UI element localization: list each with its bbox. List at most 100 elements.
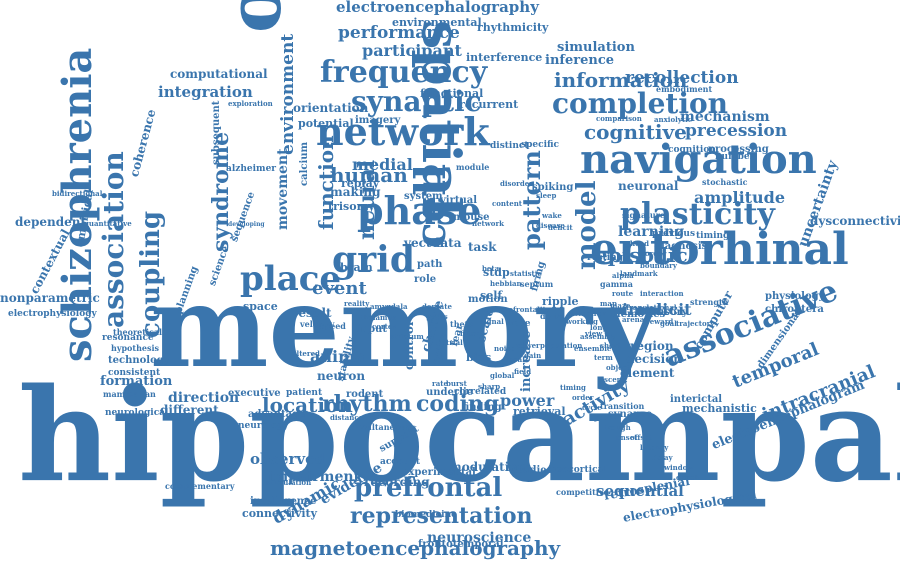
word: cortex	[372, 322, 397, 331]
word: bidirectional	[52, 189, 103, 198]
word: brain	[340, 261, 373, 274]
word: processing	[708, 144, 769, 155]
word: phase	[357, 188, 482, 233]
word: region	[630, 339, 674, 353]
word: neocortical	[550, 465, 607, 475]
word: onset	[616, 433, 638, 442]
word: movement	[275, 148, 291, 230]
word: landmark	[620, 269, 658, 278]
word: task	[468, 240, 497, 254]
word: prefrontal	[354, 473, 503, 503]
word: technology	[108, 355, 170, 366]
word: result	[292, 306, 332, 320]
word: boundary	[640, 261, 677, 270]
word: human	[330, 163, 408, 187]
word: grid	[332, 239, 415, 281]
word: electroencephalography	[336, 0, 539, 16]
word: interictal	[670, 394, 723, 405]
word: quantitative	[84, 219, 132, 228]
word: plasticity	[620, 197, 775, 232]
word: reality	[344, 299, 370, 308]
word: mechanism	[680, 109, 770, 125]
word: path	[417, 259, 443, 270]
word: connectivity	[242, 507, 318, 520]
word: developing	[228, 221, 265, 228]
word: functional	[420, 87, 484, 100]
word: sensory	[645, 307, 688, 318]
word: stimulation	[266, 478, 312, 487]
word: mammalian	[103, 389, 156, 399]
word: strength	[690, 297, 729, 307]
word: recollection	[625, 68, 739, 88]
word: filter	[460, 329, 480, 338]
word: orientation	[293, 101, 369, 115]
word: function	[314, 135, 338, 230]
word: route	[612, 289, 634, 298]
word: neuroscience	[427, 530, 532, 546]
word: beta	[482, 264, 500, 273]
word: control	[402, 321, 416, 370]
word: number	[715, 152, 755, 162]
word: theoretical	[113, 327, 163, 337]
word: ensemble	[574, 344, 612, 353]
word: translational	[626, 303, 677, 312]
word: virtual	[440, 195, 478, 206]
word: trisomy	[328, 200, 375, 213]
word: computational	[170, 67, 268, 81]
word: offset	[630, 433, 653, 442]
word: dentate	[422, 302, 452, 311]
word: long	[590, 323, 608, 332]
word: burst	[446, 379, 467, 388]
word: mouse	[453, 212, 490, 223]
word: rodent	[346, 389, 384, 400]
word: data	[432, 236, 462, 250]
word: recording	[364, 475, 430, 489]
word: information	[554, 68, 688, 92]
word: diagnosis	[654, 241, 708, 252]
word: noise	[494, 344, 515, 353]
word: potential	[298, 117, 354, 130]
word: electrophysiology	[8, 309, 97, 319]
word: learning	[618, 224, 685, 240]
word: resting	[587, 253, 623, 263]
word: complementary	[165, 481, 235, 491]
word: speed	[320, 321, 346, 331]
word: goal	[660, 319, 677, 328]
word: intelligence	[250, 496, 317, 507]
word: population	[540, 341, 583, 350]
word: cycle	[582, 403, 602, 412]
word: advantage	[248, 409, 306, 420]
word: hypothesis	[111, 343, 160, 353]
word: map	[600, 299, 617, 308]
word: executive	[228, 388, 281, 399]
word: distinct	[490, 141, 529, 151]
word: reward	[646, 317, 674, 326]
word: environmental	[392, 16, 482, 29]
word: amygdala	[370, 302, 408, 311]
word: biomedicine	[395, 510, 457, 520]
word: system	[404, 191, 443, 202]
word: input	[357, 324, 387, 335]
word: alpha	[612, 271, 634, 280]
word: signal	[480, 317, 504, 326]
word: delta	[540, 311, 563, 321]
word: distance	[330, 413, 364, 422]
word: gamma	[600, 279, 633, 289]
word: anxiolytic	[654, 115, 693, 124]
word: place	[240, 259, 342, 299]
word: trajectory	[676, 319, 715, 328]
word: latency	[640, 443, 669, 452]
word: decision	[626, 352, 682, 366]
word: simulation	[557, 40, 635, 55]
word: epoch	[676, 473, 700, 482]
word: participant	[362, 41, 462, 60]
word: maze	[610, 301, 631, 310]
word: working	[566, 317, 598, 326]
word: competitive	[556, 487, 609, 497]
word: previous	[652, 229, 696, 239]
word: scene	[604, 375, 627, 384]
word: navigation	[580, 136, 817, 183]
word: mechanistic	[682, 402, 757, 415]
word: spiking	[532, 182, 574, 193]
